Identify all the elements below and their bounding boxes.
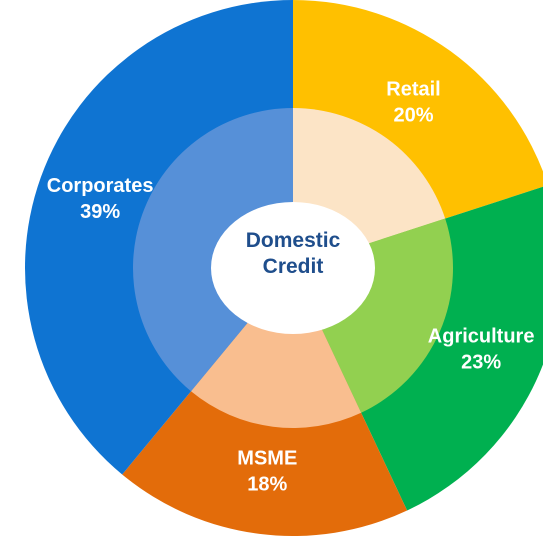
segment-value-label: 39% [80, 201, 120, 223]
segment-value-label: 20% [393, 104, 433, 126]
segment-label: MSME [237, 448, 297, 470]
segment-value-label: 23% [461, 352, 501, 374]
segment-label: Corporates [47, 175, 154, 197]
center-hole [211, 202, 375, 334]
segment-value-label: 18% [247, 474, 287, 496]
inner-segment [191, 268, 362, 428]
center-title: Domestic Credit [245, 229, 341, 278]
inner-segment [133, 107, 293, 392]
segment-label: Agriculture [428, 326, 535, 348]
segment-label: Retail [386, 78, 440, 100]
